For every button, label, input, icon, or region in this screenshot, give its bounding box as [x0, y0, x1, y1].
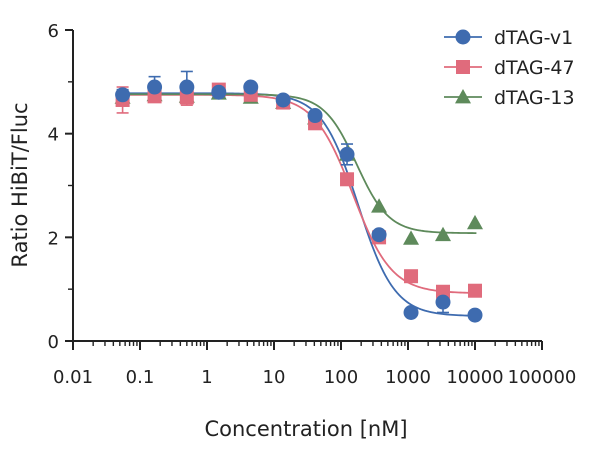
- x-tick-label: 1: [201, 367, 212, 388]
- point-dtag-v1: [467, 307, 483, 323]
- y-tick-label: 4: [48, 125, 59, 146]
- x-tick-label: 100000: [508, 367, 577, 388]
- x-tick-label: 0.1: [126, 367, 155, 388]
- ticks: 0.01 0.1 1 10 100 1000 10000 100000 0 2 4 6: [48, 21, 577, 388]
- y-tick-label: 0: [48, 332, 59, 353]
- point-dtag-47: [436, 284, 451, 299]
- point-dtag-v1: [275, 92, 291, 108]
- point-dtag-v1: [211, 84, 227, 100]
- legend-label: dTAG-13: [494, 87, 575, 109]
- point-dtag-v1: [403, 304, 419, 320]
- y-axis-title: Ratio HiBiT/Fluc: [8, 102, 32, 267]
- legend-marker-dtag-v1: [455, 29, 471, 45]
- x-tick-label: 100: [324, 367, 358, 388]
- fit-curve-dtag-v1: [119, 92, 477, 317]
- x-tick-label: 1000: [385, 367, 431, 388]
- legend-marker-dtag-13: [455, 89, 471, 104]
- x-tick-label: 10000: [446, 367, 503, 388]
- point-dtag-v1: [179, 79, 195, 95]
- x-tick-label: 10: [263, 367, 286, 388]
- legend-label: dTAG-47: [494, 57, 575, 79]
- legend-label: dTAG-v1: [494, 27, 573, 49]
- x-tick-label: 0.01: [53, 367, 93, 388]
- y-tick-label: 6: [48, 21, 59, 42]
- point-dtag-47: [404, 269, 419, 284]
- point-dtag-v1: [339, 146, 355, 162]
- point-dtag-47: [340, 172, 355, 187]
- legend-marker-dtag-47: [456, 60, 470, 74]
- fit-curve-dtag-47: [119, 93, 477, 294]
- legend: dTAG-v1 dTAG-47 dTAG-13: [444, 27, 575, 109]
- point-dtag-47: [468, 283, 482, 298]
- point-dtag-v1: [147, 79, 163, 95]
- x-axis-title: Concentration [nM]: [204, 417, 407, 441]
- point-dtag-13: [435, 226, 452, 242]
- fit-curves: [119, 92, 477, 317]
- point-dtag-v1: [371, 227, 387, 243]
- point-dtag-v1: [307, 108, 323, 124]
- point-dtag-13: [467, 214, 483, 230]
- fit-curve-dtag-13: [119, 93, 477, 234]
- point-dtag-v1: [243, 79, 259, 95]
- point-dtag-47: [179, 90, 194, 105]
- point-dtag-13: [371, 198, 388, 213]
- point-dtag-13: [403, 230, 420, 245]
- y-tick-label: 2: [48, 228, 59, 249]
- point-dtag-v1: [115, 87, 131, 103]
- data-points: [114, 79, 483, 323]
- point-dtag-v1: [435, 294, 451, 310]
